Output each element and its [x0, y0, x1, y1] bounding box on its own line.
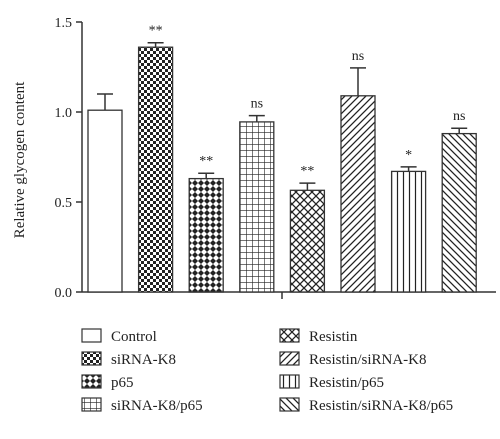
- bar-5: [340, 95, 376, 293]
- significance-label-5: ns: [352, 49, 364, 64]
- significance-label-7: ns: [453, 109, 465, 124]
- legend-swatch-4: [279, 328, 300, 343]
- legend-swatch-2: [81, 374, 102, 389]
- significance-label-2: **: [199, 154, 213, 169]
- bar-4: [289, 189, 326, 293]
- significance-label-3: ns: [251, 97, 263, 112]
- legend-label-0: Control: [111, 329, 157, 345]
- significance-label-6: *: [405, 148, 412, 163]
- bar-1: [137, 46, 174, 293]
- legend-swatch-7: [279, 397, 300, 412]
- legend-label-4: Resistin: [309, 329, 358, 345]
- legend-label-7: Resistin/siRNA-K8/p65: [309, 398, 453, 414]
- y-tick-label: 1.5: [55, 16, 73, 31]
- bar-3: [239, 121, 275, 293]
- y-tick-label: 0.5: [55, 196, 73, 211]
- bar-7: [441, 132, 477, 293]
- y-tick-label: 0.0: [55, 286, 73, 301]
- legend-swatch-3: [81, 397, 102, 412]
- legend: Control siRNA-K8 p65 siRNA-K8/p65 Resistin Re…: [81, 328, 453, 414]
- bar-6: [390, 170, 427, 293]
- legend-label-2: p65: [111, 375, 134, 391]
- legend-label-6: Resistin/p65: [309, 375, 384, 391]
- significance-label-1: **: [149, 24, 163, 39]
- legend-label-5: Resistin/siRNA-K8: [309, 352, 427, 368]
- bar-2: [188, 177, 224, 293]
- bar-0: [87, 109, 123, 293]
- legend-label-1: siRNA-K8: [111, 352, 176, 368]
- legend-swatch-0: [81, 328, 102, 343]
- bars: ** ** ns ** ns * ns: [87, 24, 477, 293]
- y-tick-label: 1.0: [55, 106, 73, 121]
- legend-swatch-5: [279, 351, 300, 366]
- legend-swatch-6: [279, 374, 300, 389]
- significance-label-4: **: [300, 164, 314, 179]
- legend-swatch-1: [81, 351, 102, 366]
- y-axis-label: Relative glycogen content: [12, 81, 28, 238]
- legend-label-3: siRNA-K8/p65: [111, 398, 203, 414]
